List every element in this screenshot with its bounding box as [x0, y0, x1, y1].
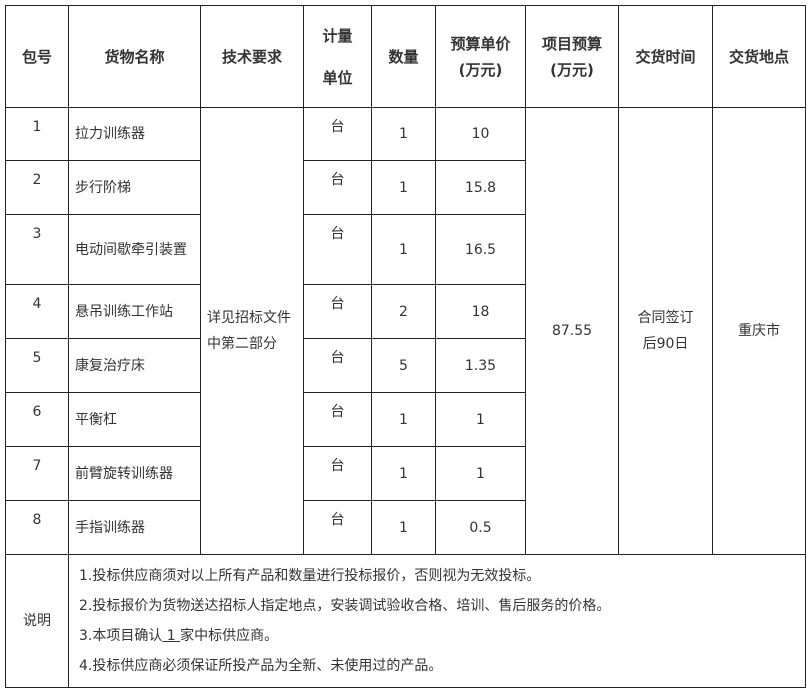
note-3-count: 1	[162, 628, 181, 644]
notes-row: 说明 1.投标供应商须对以上所有产品和数量进行投标报价，否则视为无效投标。 2.…	[5, 554, 806, 688]
header-place: 交货地点	[712, 5, 806, 108]
pkg-cell: 2	[5, 160, 69, 215]
pkg-cell: 7	[5, 446, 69, 501]
header-qty: 数量	[371, 5, 436, 108]
table-row: 1 拉力训练器 详见招标文件中第二部分 台 1 10 87.55 合同签订后90…	[5, 107, 806, 555]
note-2: 2.投标报价为货物送达招标人指定地点，安装调试验收合格、培训、售后服务的价格。	[79, 598, 611, 614]
notes-label: 说明	[5, 554, 69, 688]
unit-cell: 台	[303, 214, 372, 285]
unit-cell: 台	[303, 338, 372, 393]
pkg-cell: 5	[5, 338, 69, 393]
header-row: 包号 货物名称 技术要求 计量单位 数量 预算单价 (万元) 项目预算 (万元) 交…	[5, 5, 806, 108]
header-unit-line1: 计量	[322, 26, 353, 45]
price-cell: 1.35	[435, 338, 526, 393]
pkg-cell: 6	[5, 392, 69, 447]
qty-cell: 1	[371, 160, 436, 215]
header-budget-line1: 项目预算	[541, 34, 602, 53]
name-cell: 平衡杠	[68, 392, 201, 447]
table-row: 5 康复治疗床 台 5 1.35	[5, 338, 806, 393]
place-cell: 重庆市	[712, 107, 806, 555]
qty-cell: 5	[371, 338, 436, 393]
header-tech: 技术要求	[200, 5, 304, 108]
price-cell: 15.8	[435, 160, 526, 215]
name-cell: 步行阶梯	[68, 160, 201, 215]
qty-cell: 2	[371, 284, 436, 339]
table-row: 6 平衡杠 台 1 1	[5, 392, 806, 447]
qty-cell: 1	[371, 214, 436, 285]
qty-cell: 1	[371, 500, 436, 555]
pkg-cell: 3	[5, 214, 69, 285]
header-pkg: 包号	[5, 5, 69, 108]
procurement-table: 包号 货物名称 技术要求 计量单位 数量 预算单价 (万元) 项目预算 (万元) 交…	[5, 5, 806, 688]
header-price-line1: 预算单价	[450, 34, 511, 53]
unit-cell: 台	[303, 284, 372, 339]
header-name: 货物名称	[68, 5, 201, 108]
price-cell: 1	[435, 446, 526, 501]
price-cell: 10	[435, 107, 526, 161]
name-cell: 康复治疗床	[68, 338, 201, 393]
tech-cell: 详见招标文件中第二部分	[200, 107, 304, 555]
note-3-suffix: 家中标供应商。	[180, 628, 279, 644]
unit-cell: 台	[303, 107, 372, 161]
unit-cell: 台	[303, 392, 372, 447]
header-budget-line2: (万元)	[550, 60, 594, 79]
header-budget: 项目预算 (万元)	[525, 5, 619, 108]
unit-cell: 台	[303, 500, 372, 555]
note-4: 4.投标供应商必须保证所投产品为全新、未使用过的产品。	[79, 658, 443, 674]
name-cell: 悬吊训练工作站	[68, 284, 201, 339]
price-cell: 18	[435, 284, 526, 339]
unit-cell: 台	[303, 160, 372, 215]
header-unit-line2: 单位	[322, 68, 353, 87]
notes-content: 1.投标供应商须对以上所有产品和数量进行投标报价，否则视为无效投标。 2.投标报…	[68, 554, 806, 688]
qty-cell: 1	[371, 446, 436, 501]
note-1: 1.投标供应商须对以上所有产品和数量进行投标报价，否则视为无效投标。	[79, 568, 541, 584]
header-price-line2: (万元)	[458, 60, 503, 79]
price-cell: 16.5	[435, 214, 526, 285]
qty-cell: 1	[371, 107, 436, 161]
note-3: 3.本项目确认 1 家中标供应商。	[79, 621, 795, 651]
note-3-prefix: 3.本项目确认	[79, 628, 163, 644]
name-cell: 拉力训练器	[68, 107, 201, 161]
budget-cell: 87.55	[525, 107, 619, 555]
unit-cell: 台	[303, 446, 372, 501]
header-price: 预算单价 (万元)	[435, 5, 526, 108]
table-row: 8 手指训练器 台 1 0.5	[5, 500, 806, 555]
pkg-cell: 8	[5, 500, 69, 555]
table-row: 2 步行阶梯 台 1 15.8	[5, 160, 806, 215]
name-cell: 前臂旋转训练器	[68, 446, 201, 501]
name-cell: 电动间歇牵引装置	[68, 214, 201, 285]
pkg-cell: 1	[5, 107, 69, 161]
name-cell: 手指训练器	[68, 500, 201, 555]
pkg-cell: 4	[5, 284, 69, 339]
header-time: 交货时间	[618, 5, 713, 108]
header-unit: 计量 单位	[303, 5, 372, 108]
time-cell: 合同签订后90日	[618, 107, 713, 555]
qty-cell: 1	[371, 392, 436, 447]
price-cell: 0.5	[435, 500, 526, 555]
price-cell: 1	[435, 392, 526, 447]
